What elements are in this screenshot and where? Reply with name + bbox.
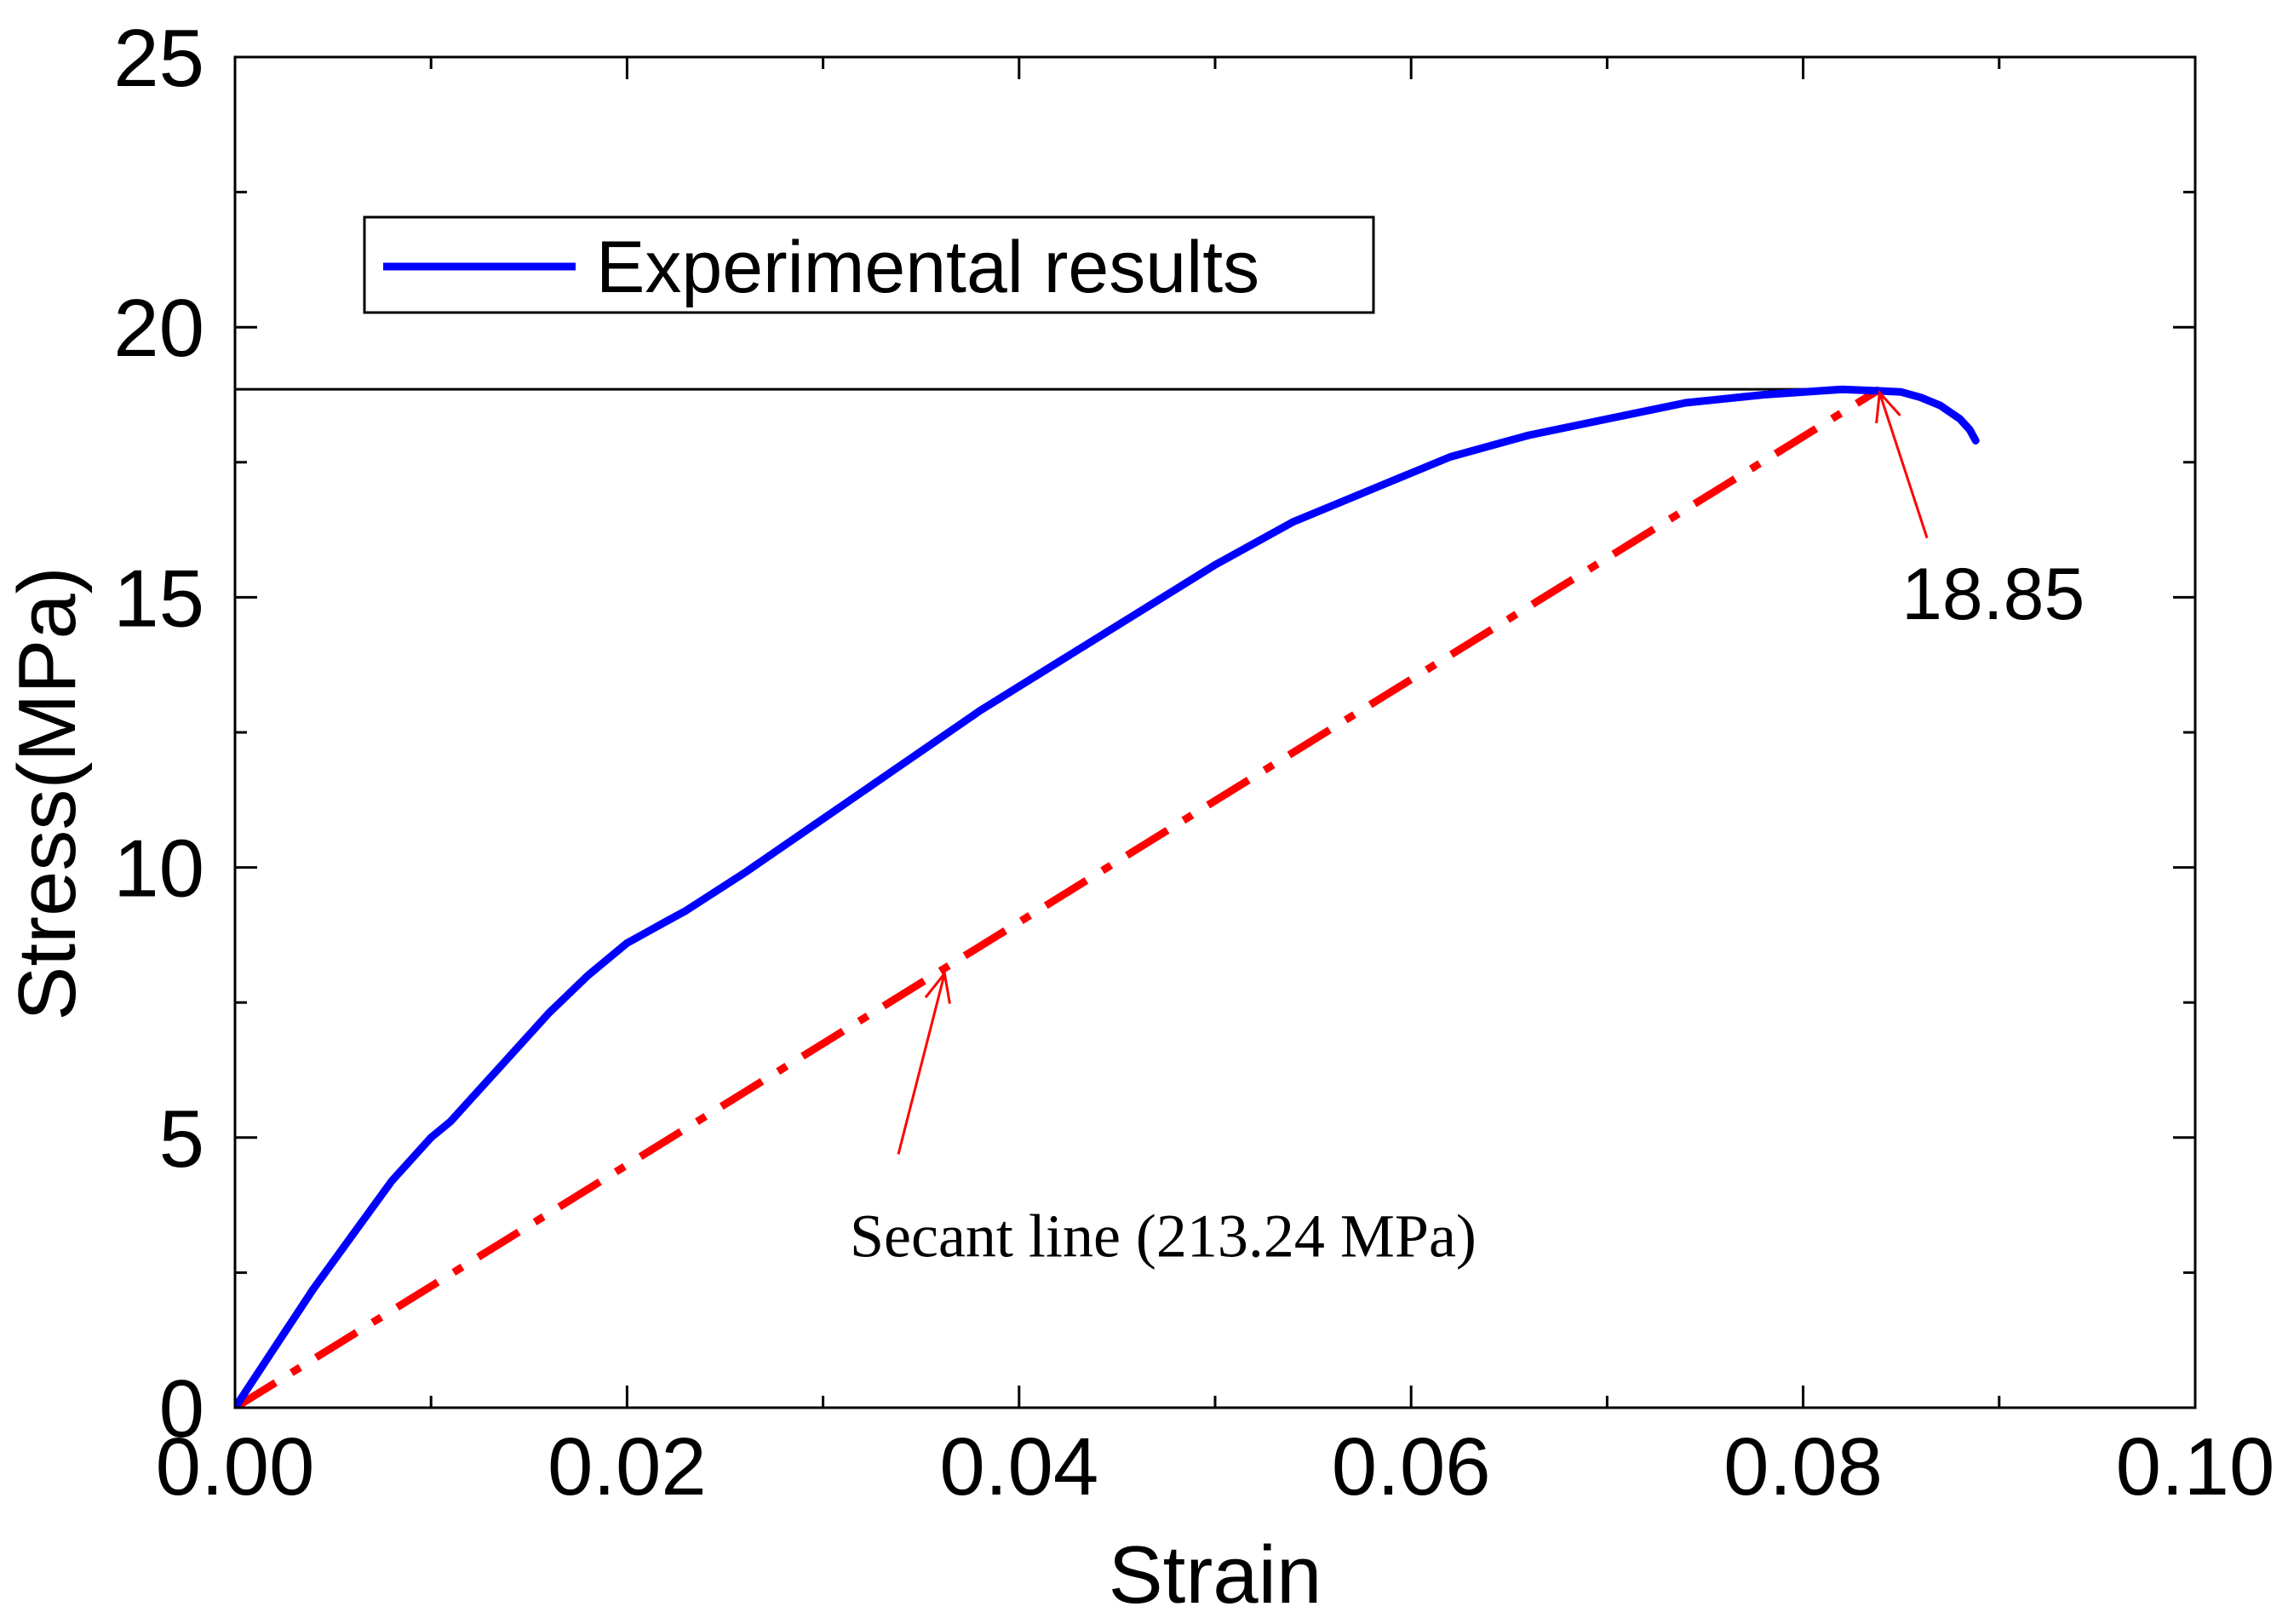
- secant-arrow-head: [924, 970, 951, 1004]
- x-tick-label: 0.08: [1723, 1421, 1883, 1512]
- lines-layer: [235, 385, 1980, 1408]
- y-tick-label: 5: [159, 1093, 204, 1185]
- y-tick-label: 25: [113, 13, 204, 104]
- legend-label: Experimental results: [596, 227, 1259, 308]
- peak-arrow-shaft: [1878, 392, 1929, 539]
- peak-value-label: 18.85: [1901, 554, 2084, 635]
- y-tick-label: 20: [113, 283, 204, 374]
- y-axis-title: Stress(MPa): [2, 566, 93, 1020]
- x-tick-label: 0.00: [156, 1421, 315, 1512]
- x-axis-title: Strain: [1109, 1529, 1322, 1621]
- secant-label: Secant line (213.24 MPa): [850, 1202, 1477, 1270]
- plot-frame: [233, 55, 2197, 1409]
- x-tick-label: 0.04: [939, 1421, 1098, 1512]
- x-tick-label: 0.10: [2116, 1421, 2275, 1512]
- y-tick-label: 15: [113, 553, 204, 644]
- legend: Experimental results: [363, 215, 1375, 314]
- secant-line: [235, 386, 1882, 1408]
- x-tick-label: 0.02: [548, 1421, 707, 1512]
- annotations-layer: 18.85 Secant line (213.24 MPa): [850, 389, 2084, 1270]
- x-tick-label: 0.06: [1332, 1421, 1491, 1512]
- y-tick-label: 10: [113, 823, 204, 915]
- y-tick-label: 0: [159, 1363, 204, 1455]
- peak-arrow-head: [1875, 389, 1901, 424]
- secant-arrow-shaft: [897, 973, 946, 1155]
- series-line-experimental: [235, 385, 1980, 1408]
- labels-layer: 0.00 0.02 0.04 0.06 0.08 0.10 0 5 10 15 20 25: [113, 13, 2274, 1512]
